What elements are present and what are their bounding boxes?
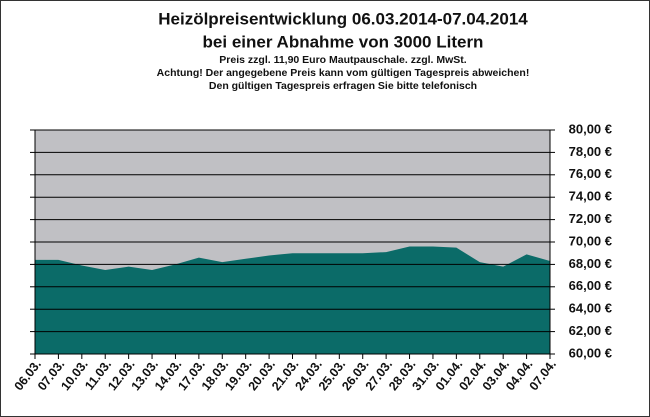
area bbox=[35, 246, 550, 354]
y-tick-label: 70,00 € bbox=[569, 233, 612, 248]
note: Achtung! Der angegebene Preis kann vom g… bbox=[157, 67, 530, 79]
y-tick-label: 76,00 € bbox=[569, 166, 612, 181]
note: Preis zzgl. 11,90 Euro Mautpauschale. zz… bbox=[219, 54, 466, 66]
note: Den gültigen Tagespreis erfragen Sie bit… bbox=[209, 80, 477, 92]
chart-title: Heizölpreisentwicklung 06.03.2014-07.04.… bbox=[158, 9, 528, 28]
y-tick-label: 78,00 € bbox=[569, 144, 612, 159]
y-tick-label: 74,00 € bbox=[569, 189, 612, 204]
y-tick-label: 80,00 € bbox=[569, 121, 612, 136]
y-tick-label: 66,00 € bbox=[569, 278, 612, 293]
y-tick-label: 64,00 € bbox=[569, 301, 612, 316]
y-tick-label: 62,00 € bbox=[569, 323, 612, 338]
y-tick-label: 68,00 € bbox=[569, 256, 612, 271]
y-tick-label: 60,00 € bbox=[569, 345, 612, 360]
chart-title: bei einer Abnahme von 3000 Litern bbox=[203, 32, 484, 51]
y-tick-label: 72,00 € bbox=[569, 211, 612, 226]
